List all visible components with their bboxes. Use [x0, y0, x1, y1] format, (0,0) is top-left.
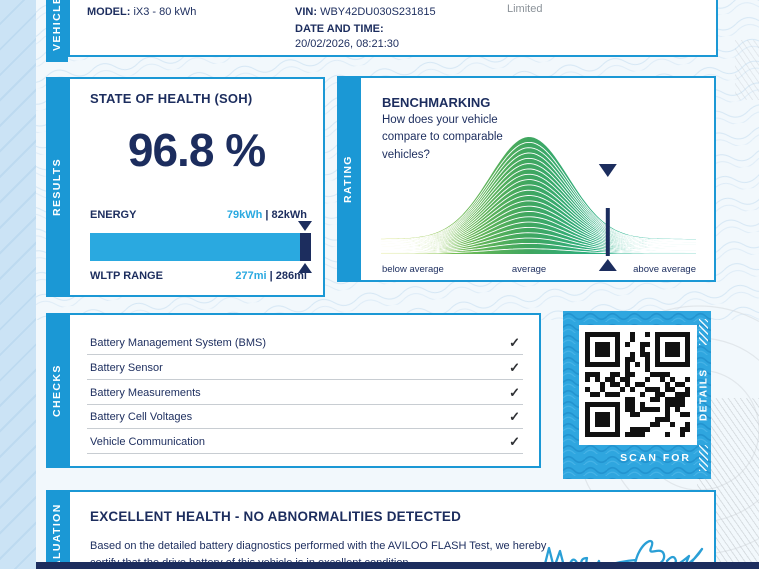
check-row: Vehicle Communication ✓ — [87, 428, 523, 454]
section-tab-results: RESULTS — [46, 77, 68, 297]
qr-code-container — [579, 325, 697, 445]
section-tab-rating: RATING — [337, 76, 359, 282]
company-suffix-text: Limited — [507, 3, 543, 15]
axis-label-average: average — [511, 264, 547, 275]
bell-curve — [380, 137, 697, 271]
checkmark-icon: ✓ — [509, 384, 520, 400]
bar-marker-down-triangle — [298, 221, 313, 231]
qr-panel: SCAN FOR DETAILS — [563, 311, 711, 479]
soh-value: 96.8 % — [127, 124, 266, 176]
vehicle-info-panel: MODEL: iX3 - 80 kWh VIN: WBY42DU030S2318… — [68, 0, 718, 57]
section-tab-evaluation: EVALUATION — [46, 490, 68, 569]
hatch-decoration — [699, 319, 708, 345]
model-label: MODEL: — [87, 6, 131, 18]
results-panel: STATE OF HEALTH (SOH) 96.8 % ENERGY 79kW… — [68, 77, 325, 297]
datetime-label: DATE AND TIME: — [295, 23, 384, 35]
benchmark-axis: below average average above average — [381, 264, 696, 278]
check-label: Battery Sensor — [90, 362, 163, 374]
value-separator: | — [266, 270, 276, 282]
section-tab-vehicle: VEHICLE — [46, 0, 68, 62]
model-value: iX3 - 80 kWh — [133, 6, 197, 18]
checkmark-icon: ✓ — [509, 335, 520, 350]
evaluation-panel: EXCELLENT HEALTH - NO ABNORMALITIES DETE… — [68, 490, 716, 569]
axis-label-below-average: below average — [382, 264, 444, 275]
wltp-range-values: 277mi | 286mi — [235, 270, 307, 282]
check-row: Battery Management System (BMS) ✓ — [87, 329, 523, 355]
soh-bar — [90, 233, 311, 261]
hatch-decoration — [699, 445, 708, 471]
section-tab-checks: CHECKS — [46, 313, 68, 468]
left-margin-stripe — [0, 0, 36, 569]
model-field: MODEL: iX3 - 80 kWh — [87, 6, 196, 18]
scan-for-label: SCAN FOR — [620, 452, 691, 464]
wltp-range-label: WLTP RANGE — [90, 270, 163, 282]
rating-panel: BENCHMARKING How does your vehicle compa… — [359, 76, 716, 282]
benchmarking-title: BENCHMARKING — [382, 95, 491, 110]
wltp-current: 277mi — [235, 270, 267, 282]
details-label: DETAILS — [698, 368, 710, 422]
checks-panel: Battery Management System (BMS) ✓ Battery… — [68, 313, 541, 468]
check-row: Battery Cell Voltages ✓ — [87, 403, 523, 429]
soh-title: STATE OF HEALTH (SOH) — [90, 91, 253, 106]
check-row: Battery Measurements ✓ — [87, 379, 523, 405]
vin-label: VIN: — [295, 6, 317, 18]
energy-current: 79kWh — [226, 209, 263, 221]
hatch-pattern-small — [735, 40, 759, 100]
datetime-value: 20/02/2026, 08:21:30 — [295, 38, 399, 50]
bar-marker-up-triangle — [298, 263, 313, 273]
checkmark-icon: ✓ — [509, 360, 520, 375]
check-label: Battery Measurements — [90, 386, 201, 399]
check-label: Battery Management System (BMS) — [90, 337, 267, 349]
value-separator: | — [262, 209, 272, 221]
bottom-accent-bar — [36, 562, 759, 569]
soh-bar-fill — [90, 233, 300, 261]
energy-values: 79kWh | 82kWh — [227, 209, 307, 221]
benchmarking-subtitle: How does your vehicle compare to compara… — [382, 114, 503, 161]
checkmark-icon: ✓ — [509, 409, 520, 424]
evaluation-heading: EXCELLENT HEALTH - NO ABNORMALITIES DETE… — [90, 509, 462, 524]
benchmark-distribution-chart — [380, 106, 697, 274]
energy-label: ENERGY — [90, 209, 137, 221]
check-row: Battery Sensor ✓ — [87, 354, 523, 380]
qr-code — [585, 332, 690, 437]
check-label: Vehicle Communication — [90, 435, 205, 448]
vin-field: VIN: WBY42DU030S231815 — [295, 6, 436, 18]
check-label: Battery Cell Voltages — [90, 411, 193, 423]
wltp-total: 286mi — [275, 270, 307, 282]
vin-value: WBY42DU030S231815 — [320, 6, 436, 18]
axis-label-above-average: above average — [633, 264, 696, 275]
checkmark-icon: ✓ — [509, 433, 520, 449]
energy-total: 82kWh — [271, 209, 307, 221]
